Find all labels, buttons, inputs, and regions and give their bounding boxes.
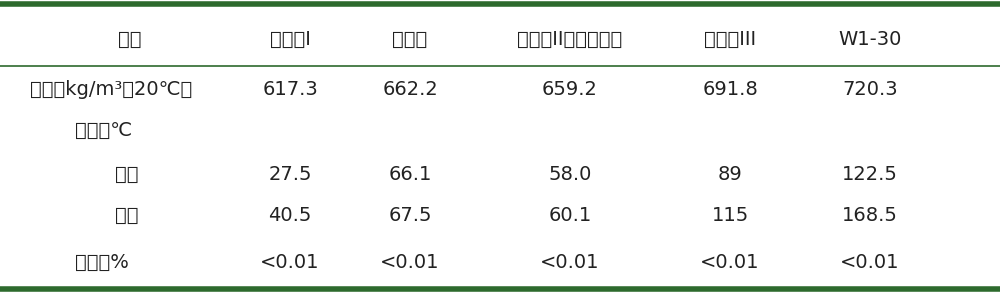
Text: 58.0: 58.0 [548,165,592,184]
Text: 662.2: 662.2 [382,80,438,99]
Text: 720.3: 720.3 [842,80,898,99]
Text: 27.5: 27.5 [268,165,312,184]
Text: 122.5: 122.5 [842,165,898,184]
Text: 89: 89 [718,165,742,184]
Text: 67.5: 67.5 [388,206,432,225]
Text: 石油醚III: 石油醚III [704,30,756,49]
Text: 168.5: 168.5 [842,206,898,225]
Text: 659.2: 659.2 [542,80,598,99]
Text: <0.01: <0.01 [540,253,600,272]
Text: 石油醚I: 石油醚I [270,30,310,49]
Text: 617.3: 617.3 [262,80,318,99]
Text: W1-30: W1-30 [838,30,902,49]
Text: <0.01: <0.01 [260,253,320,272]
Text: 60.1: 60.1 [548,206,592,225]
Text: 密度，kg/m³（20℃）: 密度，kg/m³（20℃） [30,80,192,99]
Text: 66.1: 66.1 [388,165,432,184]
Text: 115: 115 [711,206,749,225]
Text: 终馏: 终馏 [115,206,138,225]
Text: <0.01: <0.01 [380,253,440,272]
Text: 馏程，℃: 馏程，℃ [75,121,132,140]
Text: 性质: 性质 [118,30,142,49]
Text: <0.01: <0.01 [840,253,900,272]
Text: 正己烷: 正己烷 [392,30,428,49]
Text: 691.8: 691.8 [702,80,758,99]
Text: 40.5: 40.5 [268,206,312,225]
Text: 初馏: 初馏 [115,165,138,184]
Text: 芳烷，%: 芳烷，% [75,253,129,272]
Text: 石油醚II（异己烷）: 石油醚II（异己烷） [517,30,623,49]
Text: <0.01: <0.01 [700,253,760,272]
